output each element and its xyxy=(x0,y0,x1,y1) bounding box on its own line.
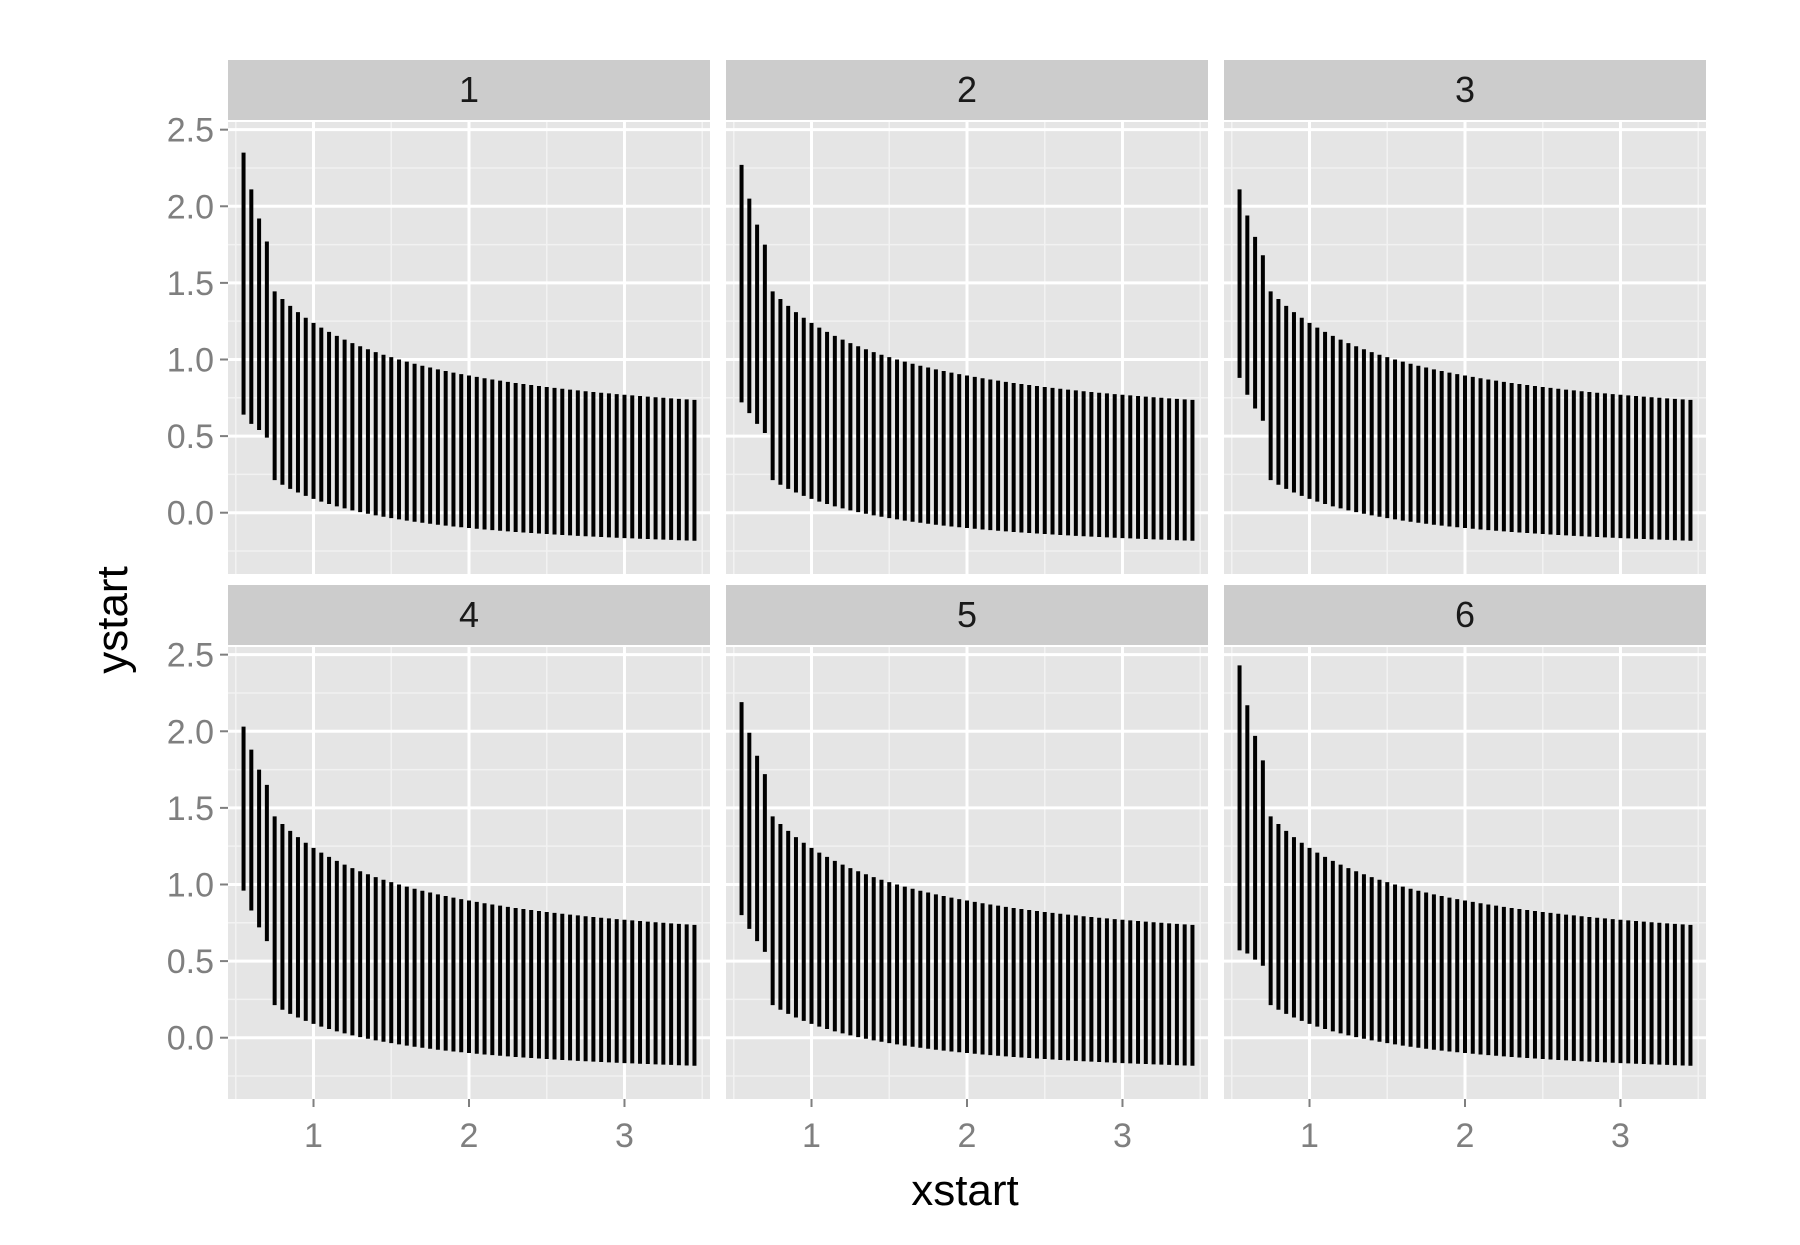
facet-strip xyxy=(1224,60,1706,120)
facet-panel-4: 4 0.0 0.5 1.0 1.5 2.0 2.5 1 2 3 xyxy=(167,585,710,1155)
x-tick-label: 3 xyxy=(1113,1117,1132,1155)
y-tick-label: 1.5 xyxy=(167,265,214,303)
y-tick-label: 2.5 xyxy=(167,637,214,675)
facet-strip xyxy=(228,60,710,120)
y-tick-label: 1.0 xyxy=(167,341,214,379)
y-axis-title: ystart xyxy=(88,566,137,674)
facet-panels: 1 0.0 0.5 1.0 1.5 2.0 2.5 2 3 4 0.0 0.5 1.0 1.5 2.0 2.5… xyxy=(167,60,1706,1155)
x-tick-label: 1 xyxy=(802,1117,821,1155)
facet-strip xyxy=(1224,585,1706,645)
facet-strip-label: 5 xyxy=(957,594,977,635)
x-tick-label: 3 xyxy=(1611,1117,1630,1155)
x-tick-label: 2 xyxy=(958,1117,977,1155)
facet-strip-label: 6 xyxy=(1455,594,1475,635)
y-tick-label: 2.5 xyxy=(167,112,214,150)
facet-strip-label: 3 xyxy=(1455,69,1475,110)
y-tick-label: 1.5 xyxy=(167,790,214,828)
facet-panel-3: 3 xyxy=(1224,60,1706,574)
x-tick-label: 2 xyxy=(1456,1117,1475,1155)
x-tick-label: 1 xyxy=(1300,1117,1319,1155)
facet-strip-label: 1 xyxy=(459,69,479,110)
x-axis-title: xstart xyxy=(911,1166,1019,1215)
facet-strip xyxy=(228,585,710,645)
facet-panel-2: 2 xyxy=(726,60,1208,574)
x-tick-label: 3 xyxy=(615,1117,634,1155)
y-tick-label: 0.0 xyxy=(167,495,214,533)
x-tick-label: 2 xyxy=(460,1117,479,1155)
facet-panel-6: 6 1 2 3 xyxy=(1224,585,1706,1155)
facet-strip xyxy=(726,60,1208,120)
facet-strip xyxy=(726,585,1208,645)
facet-panel-5: 5 1 2 3 xyxy=(726,585,1208,1155)
x-tick-label: 1 xyxy=(304,1117,323,1155)
facet-strip-label: 2 xyxy=(957,69,977,110)
y-tick-label: 0.5 xyxy=(167,418,214,456)
facet-panel-1: 1 0.0 0.5 1.0 1.5 2.0 2.5 xyxy=(167,60,710,574)
y-tick-label: 2.0 xyxy=(167,188,214,226)
y-tick-label: 2.0 xyxy=(167,713,214,751)
y-tick-label: 0.0 xyxy=(167,1020,214,1058)
y-tick-label: 1.0 xyxy=(167,866,214,904)
y-tick-label: 0.5 xyxy=(167,943,214,981)
facet-strip-label: 4 xyxy=(459,594,479,635)
